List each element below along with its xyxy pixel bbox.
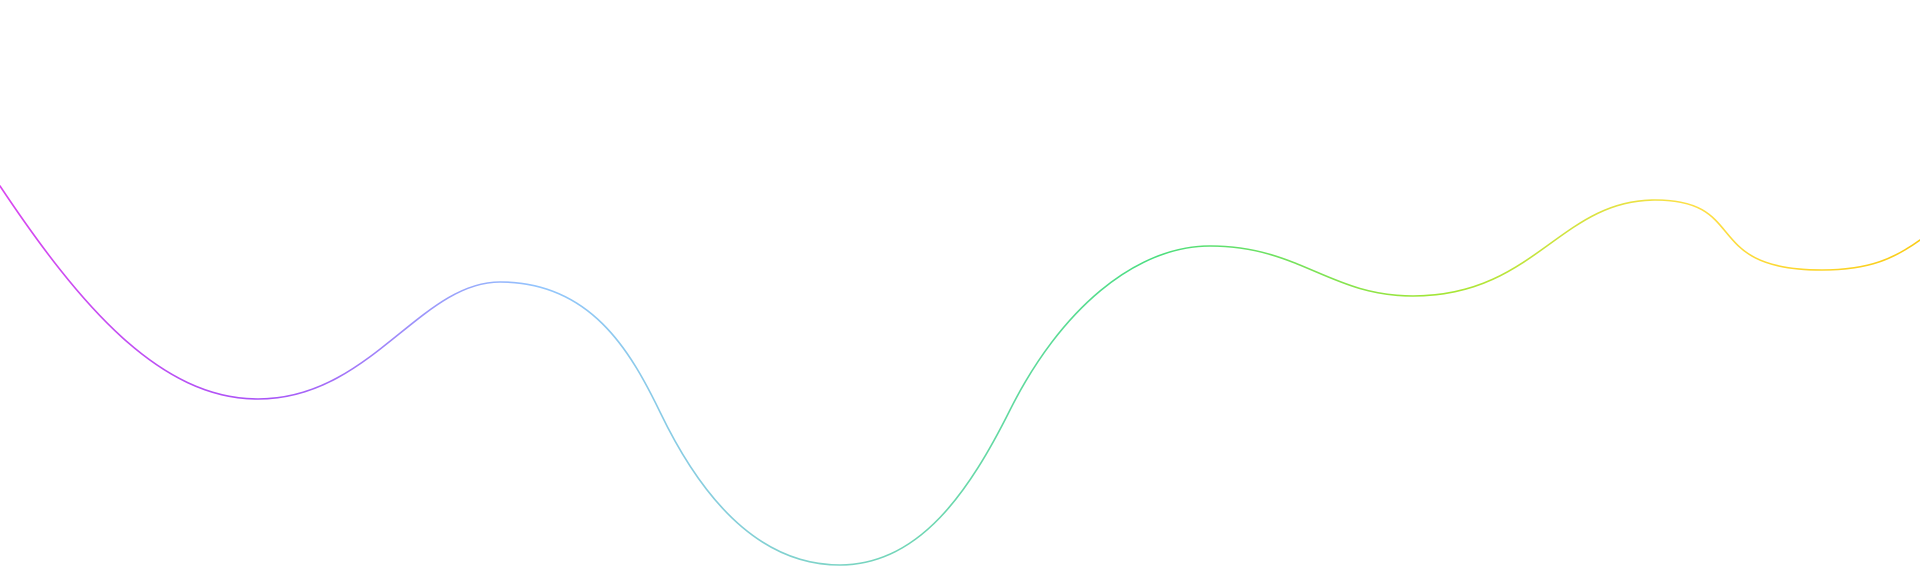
wave-line (0, 185, 1920, 566)
